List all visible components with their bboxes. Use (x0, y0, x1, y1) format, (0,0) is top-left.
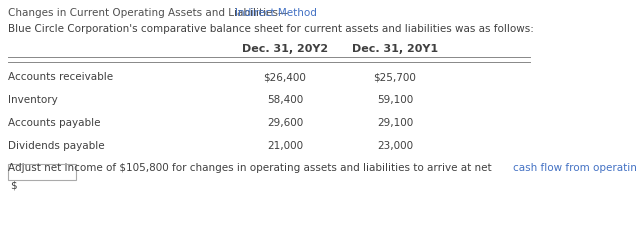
Text: $26,400: $26,400 (263, 72, 307, 82)
Text: 23,000: 23,000 (377, 141, 413, 151)
Text: Accounts receivable: Accounts receivable (8, 72, 113, 82)
Text: $: $ (10, 180, 17, 190)
Text: Dec. 31, 20Y1: Dec. 31, 20Y1 (352, 44, 438, 54)
Text: Adjust net income of $105,800 for changes in operating assets and liabilities to: Adjust net income of $105,800 for change… (8, 163, 495, 173)
Text: 21,000: 21,000 (267, 141, 303, 151)
Text: 29,100: 29,100 (377, 118, 413, 128)
Text: Blue Circle Corporation's comparative balance sheet for current assets and liabi: Blue Circle Corporation's comparative ba… (8, 24, 534, 34)
Text: Inventory: Inventory (8, 95, 58, 105)
Text: $25,700: $25,700 (373, 72, 417, 82)
Bar (8, 164, 76, 180)
Text: 29,600: 29,600 (267, 118, 303, 128)
Text: Accounts payable: Accounts payable (8, 118, 100, 128)
Text: 58,400: 58,400 (267, 95, 303, 105)
Text: Indirect Method: Indirect Method (235, 8, 317, 18)
Text: Changes in Current Operating Assets and Liabilities—: Changes in Current Operating Assets and … (8, 8, 288, 18)
Text: 59,100: 59,100 (377, 95, 413, 105)
Text: Dividends payable: Dividends payable (8, 141, 105, 151)
Text: Dec. 31, 20Y2: Dec. 31, 20Y2 (242, 44, 328, 54)
Text: cash flow from operating activities.: cash flow from operating activities. (513, 163, 636, 173)
